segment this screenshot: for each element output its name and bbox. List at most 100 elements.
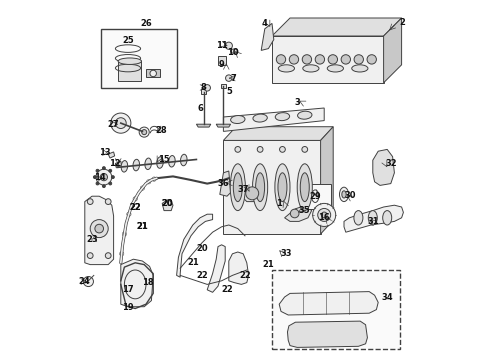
Text: 2: 2 — [400, 18, 406, 27]
Polygon shape — [279, 292, 378, 315]
Text: 34: 34 — [381, 292, 393, 302]
Ellipse shape — [352, 65, 368, 72]
Ellipse shape — [253, 114, 268, 122]
Text: 16: 16 — [318, 213, 330, 222]
Polygon shape — [384, 18, 402, 83]
Text: 12: 12 — [110, 159, 122, 168]
Ellipse shape — [231, 116, 245, 123]
Text: 21: 21 — [187, 258, 198, 267]
Ellipse shape — [278, 65, 294, 72]
Polygon shape — [223, 140, 320, 234]
Circle shape — [318, 208, 331, 221]
Text: 37: 37 — [238, 185, 249, 194]
Circle shape — [109, 182, 112, 185]
Text: 15: 15 — [158, 156, 170, 164]
Circle shape — [96, 169, 99, 172]
Text: 26: 26 — [140, 19, 152, 28]
Ellipse shape — [145, 158, 151, 170]
Ellipse shape — [157, 157, 163, 168]
Bar — [118, 61, 141, 81]
Ellipse shape — [303, 65, 319, 72]
Text: 8: 8 — [200, 84, 206, 93]
Text: 20: 20 — [162, 199, 173, 208]
Text: 29: 29 — [309, 192, 321, 201]
Circle shape — [280, 147, 285, 152]
Text: 32: 32 — [385, 159, 396, 168]
Text: 20: 20 — [196, 244, 208, 253]
Circle shape — [313, 203, 336, 226]
Text: 22: 22 — [196, 271, 208, 280]
Polygon shape — [85, 196, 114, 265]
Polygon shape — [108, 152, 115, 158]
Text: 30: 30 — [345, 192, 356, 200]
Polygon shape — [121, 259, 153, 307]
Polygon shape — [272, 36, 384, 83]
Ellipse shape — [121, 161, 128, 172]
Circle shape — [245, 187, 259, 200]
Bar — [218, 56, 226, 65]
Polygon shape — [207, 245, 225, 292]
Polygon shape — [261, 23, 274, 50]
Text: 13: 13 — [99, 148, 111, 157]
Polygon shape — [288, 321, 368, 347]
Bar — [272, 270, 400, 349]
Polygon shape — [216, 124, 231, 127]
Circle shape — [94, 176, 97, 179]
Text: 14: 14 — [95, 174, 106, 183]
Bar — [101, 29, 176, 88]
Bar — [220, 84, 226, 88]
Ellipse shape — [180, 154, 187, 166]
Ellipse shape — [169, 156, 175, 167]
Circle shape — [291, 209, 299, 218]
Ellipse shape — [231, 49, 238, 53]
Circle shape — [102, 167, 105, 170]
Polygon shape — [344, 205, 403, 232]
Ellipse shape — [275, 113, 290, 121]
Text: 21: 21 — [137, 222, 148, 231]
Circle shape — [367, 55, 376, 64]
Text: 31: 31 — [367, 217, 379, 226]
Circle shape — [83, 276, 94, 287]
Circle shape — [315, 55, 324, 64]
Polygon shape — [116, 161, 122, 167]
Circle shape — [96, 182, 99, 185]
Text: 36: 36 — [218, 179, 229, 188]
Text: 27: 27 — [108, 120, 120, 129]
Polygon shape — [242, 185, 261, 202]
Circle shape — [302, 55, 312, 64]
Text: 22: 22 — [129, 202, 141, 212]
Text: 21: 21 — [137, 222, 148, 231]
Polygon shape — [162, 200, 173, 211]
Circle shape — [87, 199, 93, 204]
Polygon shape — [229, 252, 248, 284]
Circle shape — [235, 147, 241, 152]
Text: 10: 10 — [226, 48, 238, 57]
Text: 19: 19 — [122, 303, 134, 312]
Ellipse shape — [300, 173, 309, 202]
Ellipse shape — [252, 164, 268, 211]
Circle shape — [96, 169, 112, 185]
Circle shape — [95, 224, 103, 233]
Ellipse shape — [150, 70, 156, 77]
Circle shape — [257, 147, 263, 152]
Text: 22: 22 — [129, 202, 141, 212]
Ellipse shape — [340, 187, 348, 202]
Circle shape — [100, 174, 107, 181]
Ellipse shape — [118, 58, 142, 64]
Ellipse shape — [368, 211, 377, 225]
Text: 4: 4 — [262, 19, 268, 28]
Circle shape — [105, 199, 111, 204]
Ellipse shape — [354, 211, 363, 225]
Text: 22: 22 — [239, 271, 251, 280]
Circle shape — [225, 42, 232, 49]
Circle shape — [111, 113, 131, 133]
Text: 23: 23 — [86, 235, 98, 244]
Circle shape — [341, 55, 350, 64]
Circle shape — [289, 55, 298, 64]
Circle shape — [225, 75, 232, 81]
Text: 20: 20 — [162, 199, 173, 208]
Polygon shape — [196, 124, 211, 127]
Bar — [308, 184, 331, 209]
Text: 7: 7 — [230, 74, 236, 83]
Bar — [146, 69, 160, 77]
